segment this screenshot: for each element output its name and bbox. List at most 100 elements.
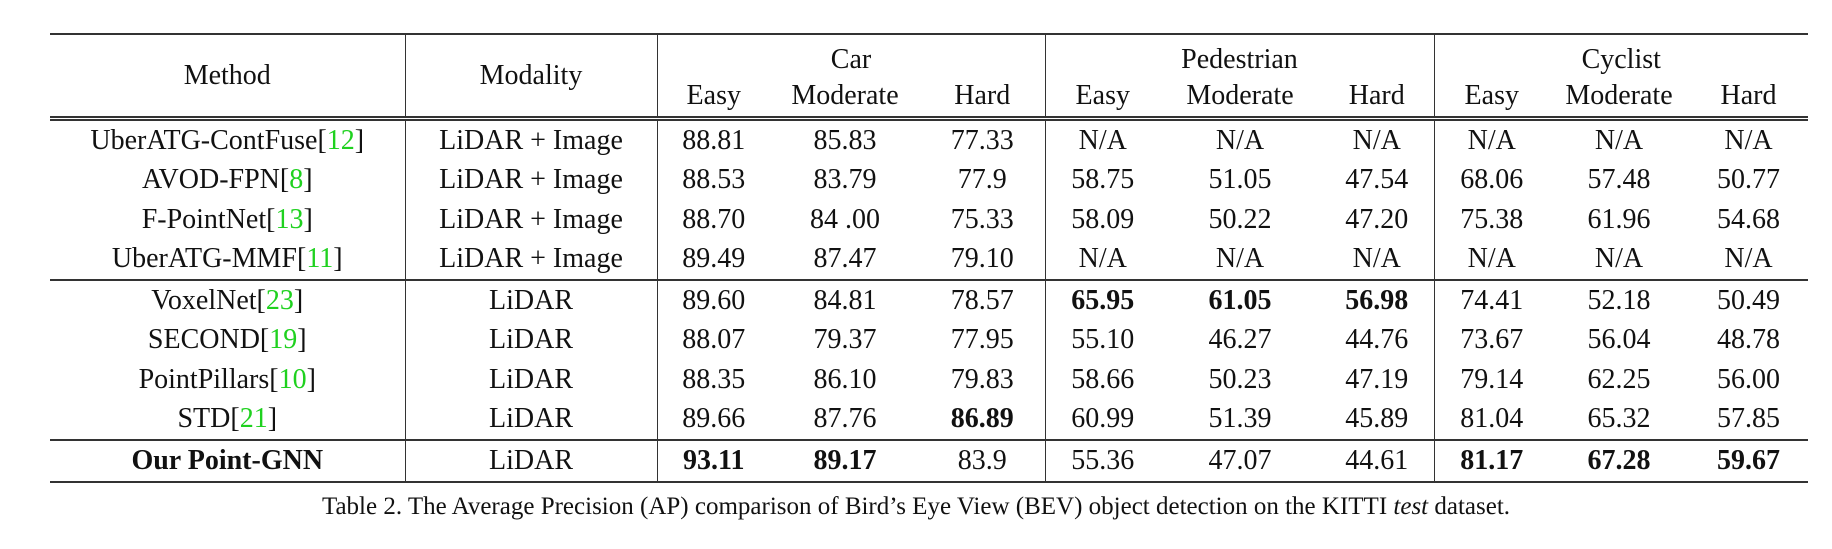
ap-cell-cyclist-hard: 50.49	[1717, 284, 1780, 316]
table-row: STD[21] LiDAR 89.66 87.76 86.89 60.99 51.39 45.…	[50, 399, 1808, 440]
bev-results-table: Method Modality Car Pedestrian Cyclist E…	[50, 33, 1808, 483]
header-pedestrian: Pedestrian	[1045, 34, 1435, 76]
modality-cell: LiDAR + Image	[405, 118, 658, 161]
citation-link[interactable]: 23	[265, 284, 294, 316]
ap-cell-pedestrian-easy: 65.95	[1071, 284, 1135, 316]
ap-cell-cyclist-moderate: 62.25	[1587, 363, 1651, 395]
ap-cell-pedestrian-hard: 44.61	[1320, 440, 1435, 482]
modality-cell: LiDAR + Image	[405, 160, 658, 200]
method-cell: VoxelNet[23]	[50, 280, 406, 321]
ap-cell-cyclist-moderate: 56.04	[1587, 324, 1651, 356]
ap-cell-pedestrian-moderate: 51.39	[1208, 403, 1272, 435]
ap-cell-cyclist-easy: 68.06	[1460, 164, 1524, 196]
ap-cell-car-moderate: 84.81	[813, 284, 877, 316]
ap-cell-cyclist-hard: 48.78	[1717, 324, 1780, 356]
ap-cell-car-hard: 83.9	[920, 440, 1046, 482]
ap-cell-pedestrian-moderate: 46.27	[1208, 324, 1272, 356]
modality-cell: LiDAR + Image	[405, 239, 658, 280]
ap-cell-cyclist-hard: 54.68	[1717, 203, 1780, 235]
ap-cell-pedestrian-hard: 47.19	[1320, 360, 1435, 400]
ap-cell-cyclist-hard: 59.67	[1717, 444, 1780, 476]
ap-cell-cyclist-hard: N/A	[1724, 243, 1773, 275]
ap-cell-car-easy: 88.81	[682, 124, 746, 156]
ap-cell-cyclist-easy: N/A	[1467, 243, 1516, 275]
method-cell: UberATG-ContFuse[12]	[50, 118, 406, 161]
subheader-cyclist-moderate: Moderate	[1565, 80, 1673, 111]
subheader-pedestrian-hard: Hard	[1320, 76, 1435, 119]
ap-cell-cyclist-moderate: 57.48	[1587, 164, 1651, 196]
method-name: VoxelNet	[151, 284, 257, 316]
header-cyclist: Cyclist	[1581, 44, 1661, 75]
ap-cell-cyclist-easy: 79.14	[1460, 363, 1524, 395]
ap-cell-car-moderate: 86.10	[813, 363, 877, 395]
ap-cell-car-easy: 89.49	[682, 243, 746, 275]
citation-link[interactable]: 12	[326, 124, 355, 156]
ap-cell-cyclist-easy: 75.38	[1460, 203, 1524, 235]
citation-link[interactable]: 10	[278, 363, 307, 395]
ap-cell-car-hard: 86.89	[920, 399, 1046, 440]
ap-cell-car-easy: 88.35	[682, 363, 746, 395]
ap-cell-car-easy: 89.66	[682, 403, 746, 435]
ap-cell-pedestrian-hard: 47.54	[1320, 160, 1435, 200]
caption-prefix: Table 2. The Average Precision (AP) comp…	[321, 493, 1394, 520]
citation-link[interactable]: 21	[239, 403, 268, 435]
ap-cell-car-moderate: 85.83	[813, 124, 877, 156]
table-row: AVOD-FPN[8] LiDAR + Image 88.53 83.79 77.9 58…	[50, 160, 1808, 200]
header-modality: Modality	[405, 34, 658, 119]
ap-cell-pedestrian-moderate: N/A	[1215, 243, 1265, 275]
ap-cell-car-easy: 88.07	[682, 324, 746, 356]
ap-cell-car-hard: 78.57	[920, 280, 1046, 321]
ap-cell-pedestrian-moderate: 50.22	[1208, 203, 1272, 235]
ap-cell-car-hard: 79.10	[920, 239, 1046, 280]
caption-suffix: dataset.	[1428, 493, 1511, 520]
ap-cell-cyclist-moderate: 67.28	[1587, 444, 1651, 476]
modality-cell: LiDAR	[405, 399, 658, 440]
method-cell: Our Point-GNN	[50, 440, 406, 482]
ap-cell-pedestrian-easy: 58.09	[1071, 203, 1135, 235]
ap-cell-car-easy: 93.11	[683, 444, 745, 476]
method-name: SECOND	[147, 324, 260, 356]
ap-cell-cyclist-easy: 73.67	[1460, 324, 1524, 356]
method-cell: PointPillars[10]	[50, 360, 406, 400]
method-name: STD	[177, 403, 231, 435]
ap-cell-pedestrian-moderate: 51.05	[1208, 164, 1272, 196]
citation-link[interactable]: 19	[269, 324, 298, 356]
subheader-car-easy: Easy	[686, 80, 741, 111]
method-cell: F-PointNet[13]	[50, 200, 406, 240]
table-row: SECOND[19] LiDAR 88.07 79.37 77.95 55.10 46.27…	[50, 320, 1808, 360]
method-name: UberATG-MMF	[111, 243, 297, 275]
ap-cell-pedestrian-easy: 55.10	[1071, 324, 1135, 356]
method-name: Our Point-GNN	[131, 444, 324, 476]
ap-cell-pedestrian-hard: 45.89	[1320, 399, 1435, 440]
ap-cell-pedestrian-moderate: 50.23	[1208, 363, 1272, 395]
ap-cell-car-hard: 75.33	[920, 200, 1046, 240]
ap-cell-car-moderate: 87.47	[813, 243, 877, 275]
ap-cell-pedestrian-easy: 58.66	[1071, 363, 1135, 395]
ap-cell-cyclist-moderate: N/A	[1594, 243, 1644, 275]
table-row: UberATG-MMF[11] LiDAR + Image 89.49 87.47 79…	[50, 239, 1808, 280]
method-name: AVOD-FPN	[141, 164, 280, 196]
ap-cell-cyclist-moderate: 61.96	[1587, 203, 1651, 235]
ap-cell-car-easy: 88.53	[682, 164, 746, 196]
ap-cell-cyclist-hard: 57.85	[1717, 403, 1780, 435]
ap-cell-cyclist-moderate: N/A	[1594, 124, 1644, 156]
citation-link[interactable]: 11	[306, 243, 334, 275]
table-row: UberATG-ContFuse[12] LiDAR + Image 88.81 85…	[50, 118, 1808, 161]
ap-cell-car-moderate: 87.76	[813, 403, 877, 435]
ap-cell-pedestrian-easy: N/A	[1078, 124, 1127, 156]
citation-link[interactable]: 13	[275, 203, 304, 235]
ap-cell-car-moderate: 89.17	[813, 444, 877, 476]
ap-cell-pedestrian-moderate: 61.05	[1208, 284, 1272, 316]
subheader-cyclist-hard: Hard	[1720, 80, 1777, 111]
ap-cell-pedestrian-easy: N/A	[1078, 243, 1127, 275]
header-method: Method	[50, 34, 406, 119]
ap-cell-pedestrian-hard: N/A	[1320, 118, 1435, 161]
ap-cell-cyclist-easy: 74.41	[1460, 284, 1524, 316]
ap-cell-cyclist-easy: 81.04	[1460, 403, 1524, 435]
citation-link[interactable]: 8	[289, 164, 304, 196]
table-row: Our Point-GNN LiDAR 93.11 89.17 83.9 55.36 47.…	[50, 440, 1808, 482]
ap-cell-cyclist-easy: N/A	[1467, 124, 1516, 156]
ap-cell-car-hard: 77.33	[920, 118, 1046, 161]
ap-cell-pedestrian-moderate: N/A	[1215, 124, 1265, 156]
modality-cell: LiDAR	[405, 440, 658, 482]
